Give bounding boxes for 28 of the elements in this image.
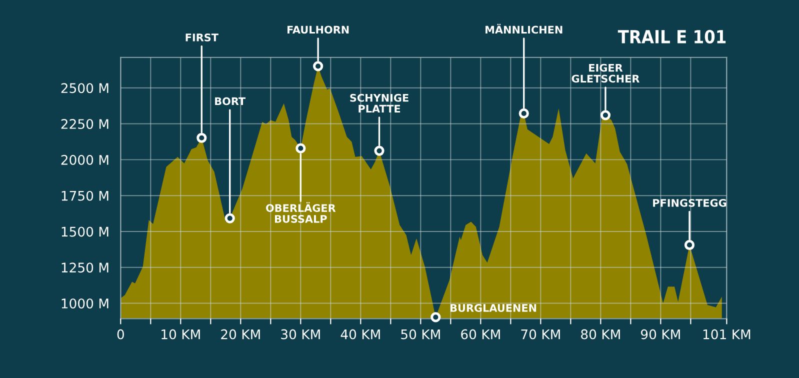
x-tick-label: 20 KM — [221, 329, 260, 340]
annotation: MÄNNLICHEN — [486, 24, 562, 34]
annotation: PFINGSTEGG — [653, 198, 726, 207]
x-tick-label: 80 KM — [581, 329, 620, 340]
annotation: OBERLÄGER BUSSALP — [266, 202, 336, 223]
x-tick-label: 90 KM — [641, 329, 680, 340]
annotation: BORT — [215, 97, 246, 106]
x-tick-label: 0 — [117, 329, 124, 340]
x-tick-label: 40 KM — [340, 329, 380, 340]
y-tick-label: 1500 M — [62, 226, 108, 237]
y-tick-label: 2500 M — [61, 83, 108, 94]
y-tick-label: 2250 M — [61, 119, 108, 129]
y-tick-label: 1250 M — [62, 262, 108, 273]
x-tick-label: 30 KM — [281, 329, 320, 340]
y-tick-label: 1750 M — [62, 190, 108, 201]
x-tick-label: 60 KM — [461, 329, 500, 340]
annotation: SCHYNIGE PLATTE — [350, 94, 408, 113]
y-tick-label: 1000 M — [62, 298, 108, 308]
annotation: BURGLAUENEN — [450, 304, 536, 312]
x-tick-label: 101 KM — [703, 329, 750, 340]
x-tick-label: 70 KM — [521, 329, 560, 340]
y-tick-label: 2000 M — [61, 154, 108, 165]
chart-title: TRAIL E 101 — [618, 30, 726, 44]
annotation: EIGER GLETSCHER — [572, 64, 640, 83]
x-tick-label: 50 KM — [401, 329, 440, 340]
annotation: FIRST — [186, 34, 218, 42]
annotation: FAULHORN — [287, 26, 349, 34]
x-tick-label: 10 KM — [162, 329, 200, 340]
